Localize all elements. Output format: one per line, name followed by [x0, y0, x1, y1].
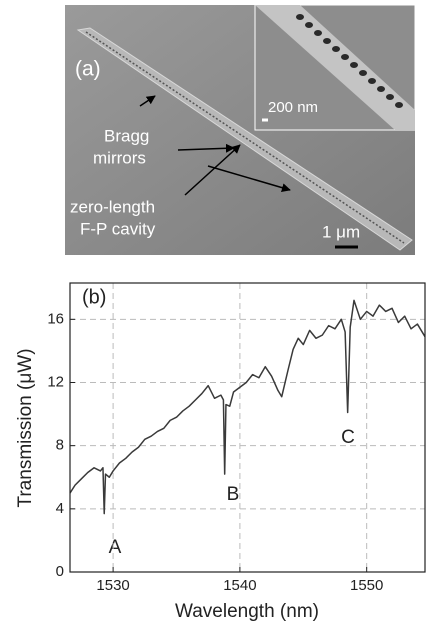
chart: (b) A B C Wavelength (nm) Transmission (… — [15, 282, 426, 622]
x-tick-label: 1530 — [96, 577, 129, 594]
inset-holes — [296, 14, 403, 108]
arrow — [139, 95, 156, 107]
y-tick-label: 0 — [56, 563, 64, 580]
annotation: F-P cavity — [80, 219, 156, 238]
panel-label: (b) — [82, 286, 106, 308]
x-tick-label: 1540 — [223, 577, 256, 594]
annotation: A — [109, 537, 122, 558]
plot-frame — [69, 282, 426, 573]
annotation: B — [227, 484, 240, 505]
scale-label: 200 nm — [268, 99, 318, 116]
annotation: zero-length — [70, 197, 155, 216]
data-line — [69, 299, 426, 515]
y-tick-label: 8 — [56, 437, 64, 454]
x-axis-label: Wavelength (nm) — [175, 601, 319, 622]
y-tick-label: 12 — [47, 373, 64, 390]
scale-label: 1 μm — [322, 222, 360, 241]
waveguide — [76, 27, 413, 251]
inset-waveguide — [255, 5, 415, 130]
y-tick-label: 4 — [56, 500, 64, 517]
annotation: mirrors — [93, 148, 146, 167]
panel-label: (a) — [75, 58, 101, 81]
arrow — [177, 143, 235, 153]
sem-image: (a) Bragg mirrors zero-length F-P cavity… — [65, 4, 416, 255]
annotation: C — [341, 427, 355, 448]
y-axis-label: Transmission (μW) — [15, 348, 36, 507]
annotation: Bragg — [104, 126, 149, 145]
x-tick-label: 1550 — [350, 577, 383, 594]
arrow — [184, 144, 241, 196]
y-tick-label: 16 — [47, 310, 64, 327]
arrow — [207, 165, 291, 193]
